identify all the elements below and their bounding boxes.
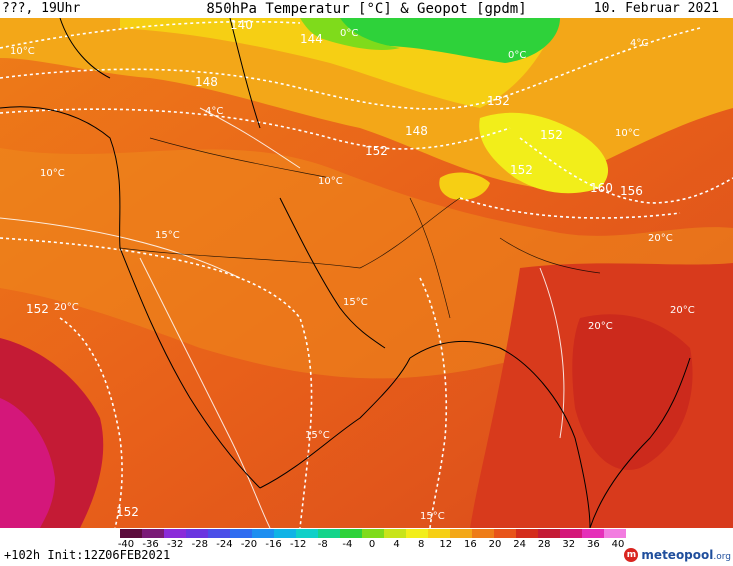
color-scale-tick: 4 [393, 539, 400, 550]
color-scale-swatch [164, 529, 186, 538]
cold-air-edge [300, 18, 400, 50]
geopot-label: 144 [300, 32, 323, 46]
color-scale-swatch [560, 529, 582, 538]
color-scale-swatch [362, 529, 384, 538]
himalaya-cold-region [479, 112, 609, 194]
temperature-map [0, 18, 733, 528]
color-scale-swatch [208, 529, 230, 538]
color-scale-swatch [582, 529, 604, 538]
color-scale-swatch [142, 529, 164, 538]
temperature-label: 10°C [615, 128, 640, 139]
logo-tld: .org [713, 552, 731, 562]
color-scale-tick: 0 [368, 539, 376, 550]
country-borders [119, 137, 601, 319]
color-scale-swatch [340, 529, 362, 538]
meteopool-logo-icon: m [624, 548, 639, 562]
color-scale-bar [120, 529, 626, 538]
geopot-label: 156 [620, 184, 643, 198]
color-scale-swatch [384, 529, 406, 538]
temperature-label: 10°C [318, 176, 343, 187]
color-scale-swatch [186, 529, 208, 538]
temperature-label: 10°C [40, 168, 65, 179]
color-scale-tick: 28 [537, 539, 551, 550]
geopot-label: 148 [195, 75, 218, 89]
color-scale-swatch [230, 529, 252, 538]
temperature-label: 0°C [340, 28, 359, 39]
temperature-label: 15°C [343, 297, 368, 308]
temperature-label: 10°C [10, 46, 35, 57]
color-scale-swatch [494, 529, 516, 538]
map-title: 850hPa Temperatur [°C] & Geopot [gpdm] [206, 1, 527, 17]
temperature-label: 0°C [508, 50, 527, 61]
color-scale-tick: 36 [587, 539, 600, 550]
color-scale-tick: 12 [439, 539, 453, 550]
very-hot-africa-region [0, 398, 55, 528]
temperature-label: 20°C [648, 233, 673, 244]
color-scale-swatch [274, 529, 296, 538]
temperature-label: 15°C [420, 511, 445, 522]
color-scale-tick: -8 [317, 539, 328, 550]
color-scale-swatch [428, 529, 450, 538]
hindukush-cold-region [439, 172, 490, 200]
color-scale-swatch [296, 529, 318, 538]
temperature-contours [0, 107, 565, 528]
color-scale-swatch [450, 529, 472, 538]
temperature-label: 15°C [305, 430, 330, 441]
temperature-label: 4°C [630, 38, 649, 49]
color-scale-tick: 16 [464, 539, 477, 550]
temperature-label: 20°C [588, 321, 613, 332]
color-scale-swatch [538, 529, 560, 538]
logo-name: meteopool [641, 548, 714, 562]
meteopool-logo[interactable]: m meteopool.org [624, 546, 731, 564]
geopot-label: 160 [590, 181, 613, 195]
color-scale-tick: 20 [488, 539, 502, 550]
color-scale-swatch [604, 529, 626, 538]
color-scale-swatch [406, 529, 428, 538]
geopot-label: 152 [365, 144, 388, 158]
color-scale-tick: -28 [191, 539, 208, 550]
color-scale-tick: 24 [513, 539, 526, 550]
forecast-init-label: +102h Init:12Z06FEB2021 [4, 548, 171, 562]
temperature-label: 20°C [670, 305, 695, 316]
color-scale-tick: -24 [216, 539, 233, 550]
geopot-label: 152 [540, 128, 563, 142]
color-scale-swatch [252, 529, 274, 538]
color-scale-swatch [516, 529, 538, 538]
color-scale-tick: -40 [117, 539, 135, 550]
color-scale-tick: -12 [290, 539, 307, 550]
logo-text: meteopool.org [641, 548, 731, 562]
geopot-label: 152 [26, 302, 49, 316]
geopot-label: 152 [116, 505, 139, 519]
geopot-label: 140 [230, 18, 253, 32]
hot-india-core [572, 314, 693, 470]
color-scale-tick: -20 [240, 539, 258, 550]
temperature-label: 4°C [205, 106, 224, 117]
geopot-label: 152 [510, 163, 533, 177]
map-panel: 140 144 148 148 152 152 152 152 152 156 … [0, 18, 733, 528]
color-scale-tick: -32 [167, 539, 184, 550]
geopot-label: 152 [487, 94, 510, 108]
temperature-label: 15°C [155, 230, 180, 241]
color-scale-labels: -40 -36 -32 -28 -24 -20 -16 -12 -8 -4 0 4 8 12 16 20 24 2… [112, 539, 632, 553]
color-scale-tick: 40 [611, 539, 625, 550]
valid-date-label: 10. Februar 2021 [593, 1, 719, 16]
color-scale-swatch [120, 529, 142, 538]
color-scale-tick: -4 [342, 539, 353, 550]
color-scale-swatch [472, 529, 494, 538]
color-scale-tick: -16 [265, 539, 282, 550]
color-scale-tick: 32 [562, 539, 576, 550]
geopot-label: 148 [405, 124, 428, 138]
run-time-label: ???, 19Uhr [2, 1, 81, 16]
color-scale-swatch [318, 529, 340, 538]
color-scale-tick: 8 [418, 539, 425, 550]
color-scale-tick: -36 [142, 539, 159, 550]
cold-air-mass [330, 18, 560, 63]
temperature-label: 20°C [54, 302, 79, 313]
geopotential-contours [0, 20, 733, 528]
